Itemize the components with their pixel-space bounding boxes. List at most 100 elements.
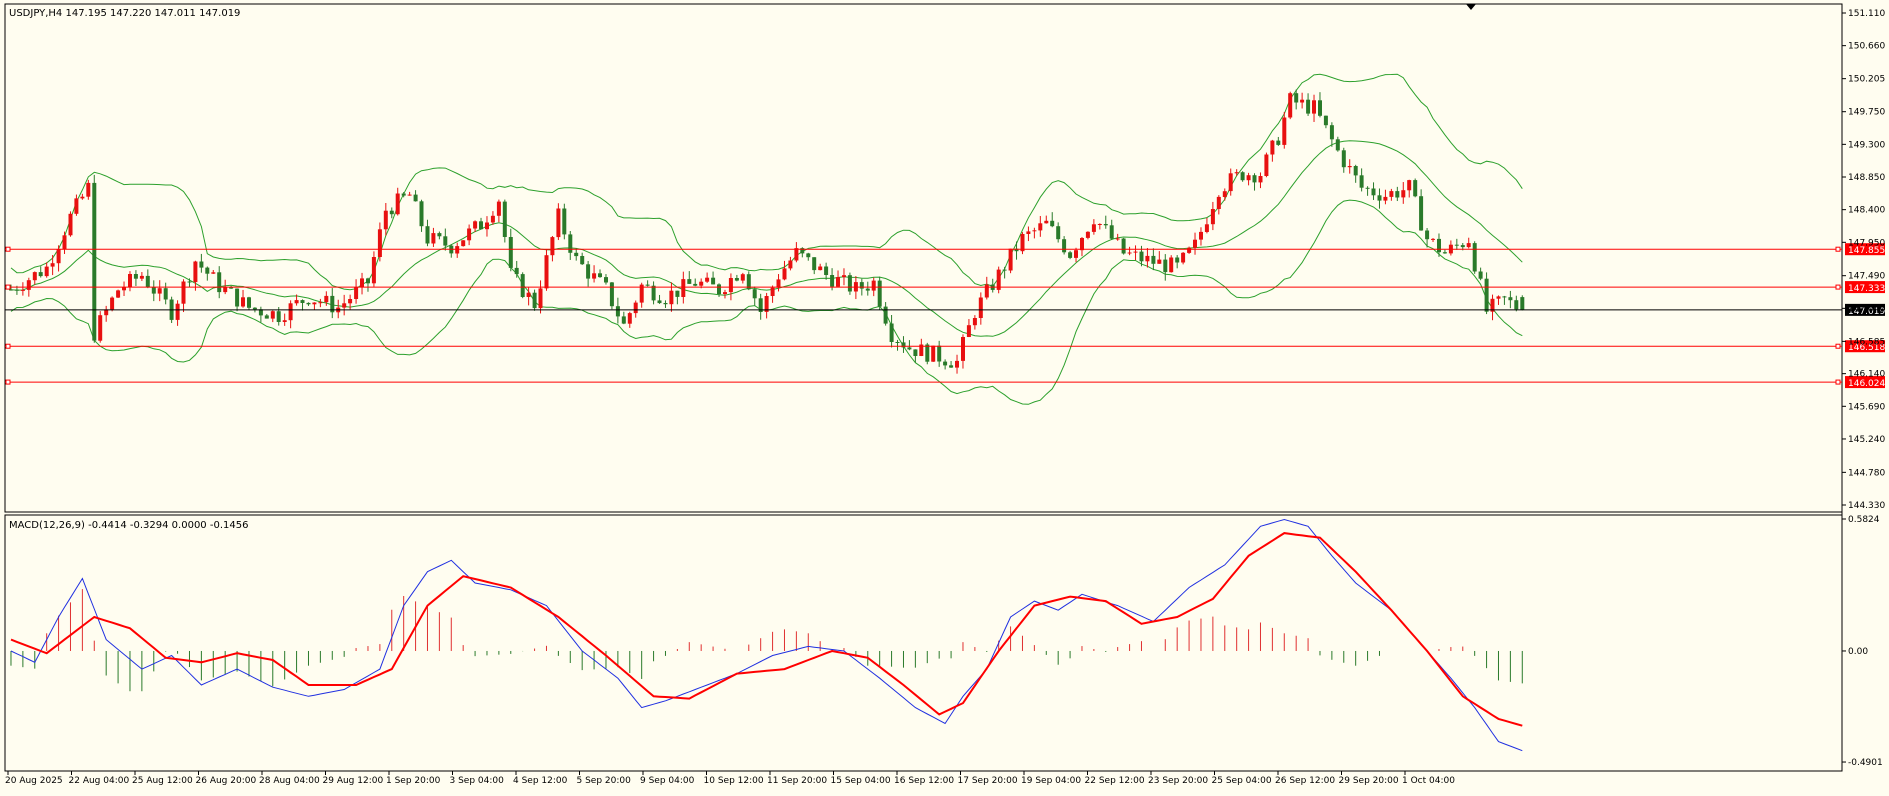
candle-body [1151,255,1156,264]
macd-axis: 0.5824 0.00 -0.4901 [1842,515,1883,768]
candle-body [687,279,692,284]
candle-body [1097,224,1102,225]
candle-body [1270,140,1275,155]
candle-body [1210,209,1215,225]
time-tick-label: 26 Aug 20:00 [196,776,257,786]
chart-shift-marker-icon[interactable] [1466,4,1476,10]
candle-body [526,292,531,297]
line-anchor-left[interactable] [5,246,11,252]
candle-body [1466,243,1471,248]
candle-body [50,263,55,267]
candle-body [669,290,674,305]
candle-body [56,249,61,264]
candle-body [728,278,733,293]
candle-body [163,288,168,300]
price-tick-label: 149.300 [1848,140,1885,150]
candle-body [86,182,91,197]
price-label-text: 146.518 [1848,343,1885,353]
candle-body [556,208,561,238]
candle-body [1514,300,1519,310]
candle-body [520,274,525,297]
line-anchor-right[interactable] [1835,343,1841,349]
candle-body [657,300,662,304]
candle-body [1127,252,1132,254]
candle-body [1282,117,1287,145]
candle-body [485,222,489,230]
candle-body [782,268,787,280]
price-tick-label: 146.585 [1848,337,1885,347]
candle-body [1181,252,1186,263]
candle-body [919,344,924,356]
time-tick-label: 20 Aug 2025 [5,776,63,786]
candle-body [877,280,882,307]
horizontal-price-lines[interactable]: 147.855 147.333 146.518 146.024 147.019 [5,243,1885,389]
candle-body [282,320,287,322]
line-anchor-left[interactable] [5,379,11,385]
candle-body [883,306,888,324]
candle-body [1294,93,1299,103]
candle-body [455,246,460,254]
candle-body [859,282,864,289]
candle-body [1258,176,1263,183]
line-anchor-left[interactable] [5,284,11,290]
time-tick-label: 25 Aug 12:00 [132,776,193,786]
candle-body [1312,100,1316,114]
candle-body [978,297,983,318]
candle-body [842,275,846,278]
candle-body [128,274,132,288]
candle-body [401,193,406,196]
candle-body [1062,239,1067,253]
candle-body [1240,172,1245,181]
candle-body [9,289,13,291]
candle-body [80,196,85,199]
candle-body [717,284,721,295]
candle-body [199,261,204,268]
price-label-tag [1845,243,1885,256]
candle-body [1413,180,1418,197]
candle-body [1008,248,1013,271]
candle-body [758,298,763,312]
price-label-tag [1845,340,1885,353]
line-anchor-left[interactable] [5,343,11,349]
candle-body [241,297,245,307]
candlestick-series [9,89,1525,374]
price-tick-label: 146.140 [1848,370,1885,380]
candle-body [907,347,912,350]
candle-body [621,316,626,324]
bb-middle-band [10,140,1523,337]
candle-body [508,237,513,268]
candle-body [44,266,49,277]
candle-body [1383,196,1388,201]
candle-body [895,342,900,343]
candle-body [38,272,43,277]
candle-body [181,281,186,304]
line-anchor-right[interactable] [1835,246,1841,252]
candle-body [229,287,234,289]
candle-body [157,288,162,294]
candle-body [1431,238,1435,240]
candle-body [723,292,727,295]
candle-body [467,228,472,241]
candle-body [1472,243,1477,272]
candle-body [598,273,602,278]
candle-body [1407,180,1412,191]
candle-body [711,277,716,285]
candle-body [740,274,745,281]
price-tick-label: 148.850 [1848,173,1885,183]
candle-body [1300,99,1305,103]
candle-body [264,315,269,319]
candle-body [633,302,638,314]
candle-body [395,193,400,215]
price-axis: 151.110 150.660 150.205 149.750 149.300 148.8… [1842,9,1885,511]
candle-body [1020,234,1025,252]
candle-body [419,201,424,227]
macd-tick-label: 0.5824 [1848,515,1880,525]
candle-body [1288,93,1293,118]
line-anchor-right[interactable] [1835,284,1841,290]
candle-body [818,266,823,271]
candle-body [752,289,757,299]
price-tick-label: 150.205 [1848,75,1885,85]
line-anchor-right[interactable] [1835,379,1841,385]
